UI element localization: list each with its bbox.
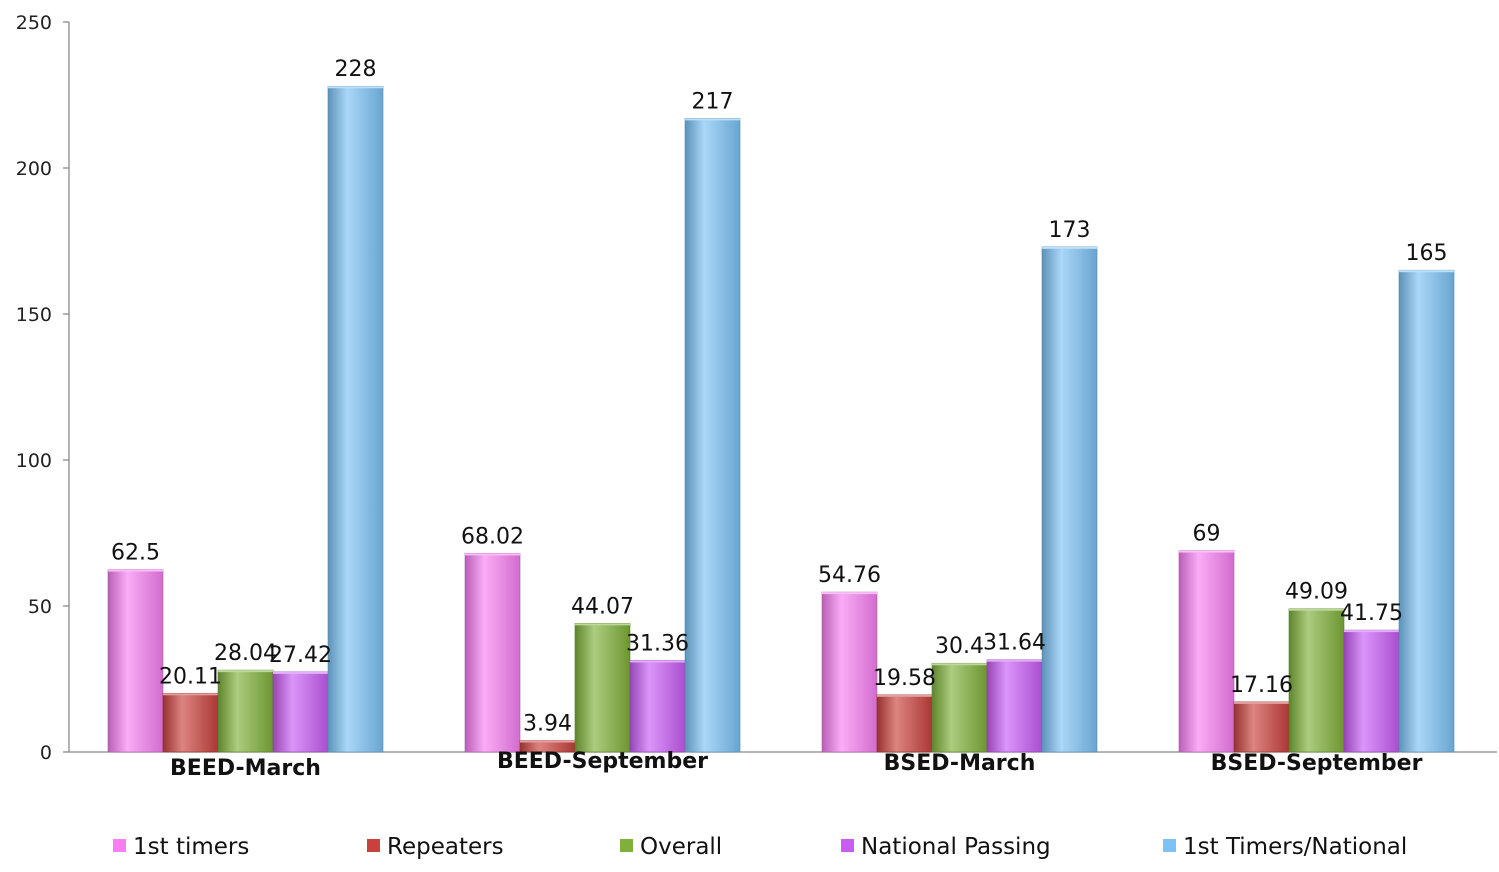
bar-cap (575, 623, 630, 626)
bar-repeaters-bsed-march (876, 694, 933, 753)
bar-1st-timers-beed-march (107, 569, 164, 753)
data-label: 19.58 (873, 666, 936, 691)
bar-cap (273, 671, 328, 674)
x-category-label: BEED-March (170, 756, 321, 781)
legend-label: 1st timers (133, 834, 249, 860)
y-tick-label: 100 (16, 450, 52, 472)
bar-cap (987, 659, 1042, 662)
bar-overall-bsed-september (1288, 608, 1345, 753)
bar-cap (1234, 701, 1289, 704)
bar-1st-timers-bsed-march (821, 591, 878, 753)
bar-cap (1399, 270, 1454, 273)
bar-cap (685, 118, 740, 121)
x-category-label: BSED-March (884, 751, 1036, 776)
bar-1st-timers-bsed-september (1178, 550, 1235, 753)
bar-cap (108, 569, 163, 572)
legend-swatch (1163, 839, 1176, 852)
data-label: 28.04 (214, 641, 277, 666)
bar-repeaters-bsed-september (1233, 701, 1290, 753)
y-tick-label: 250 (16, 12, 52, 34)
bar-cap (932, 663, 987, 666)
data-label: 27.42 (269, 643, 332, 668)
legend-swatch (113, 839, 126, 852)
data-label: 44.07 (571, 594, 634, 619)
bar-1st-timers-national-bsed-september (1398, 269, 1455, 753)
bar-repeaters-beed-march (162, 692, 219, 753)
data-label: 31.36 (626, 631, 689, 656)
data-label: 228 (335, 57, 377, 82)
bar-1st-timers-national-beed-march (327, 85, 384, 753)
legend-label: 1st Timers/National (1183, 834, 1407, 860)
data-label: 17.16 (1230, 673, 1293, 698)
bar-cap (520, 740, 575, 743)
y-tick-label: 200 (16, 158, 52, 180)
x-category-label: BSED-September (1211, 751, 1423, 776)
bar-cap (1179, 550, 1234, 553)
legend-label: Repeaters (387, 834, 504, 860)
legend-swatch (367, 839, 380, 852)
data-label: 49.09 (1285, 580, 1348, 605)
data-label: 3.94 (523, 711, 572, 736)
data-label: 69 (1193, 522, 1221, 547)
data-label: 41.75 (1340, 601, 1403, 626)
bar-national-passing-beed-september (629, 660, 686, 753)
data-label: 165 (1406, 241, 1448, 266)
data-label: 68.02 (461, 524, 524, 549)
data-label: 173 (1049, 218, 1091, 243)
bar-1st-timers-national-bsed-march (1041, 246, 1098, 753)
data-label: 30.4 (935, 634, 984, 659)
legend-swatch (620, 839, 633, 852)
data-label: 20.11 (159, 664, 222, 689)
bar-cap (1344, 630, 1399, 633)
y-tick-label: 150 (16, 304, 52, 326)
bar-cap (1042, 246, 1097, 249)
bar-overall-beed-march (217, 669, 274, 753)
x-category-label: BEED-September (497, 749, 708, 774)
bar-1st-timers-beed-september (464, 553, 521, 753)
bar-cap (163, 693, 218, 696)
data-label: 62.5 (111, 541, 160, 566)
bar-cap (877, 694, 932, 697)
data-label: 217 (692, 89, 734, 114)
legend-swatch (841, 839, 854, 852)
bar-national-passing-bsed-september (1343, 629, 1400, 753)
bar-national-passing-beed-march (272, 671, 329, 753)
bar-cap (630, 660, 685, 663)
bar-cap (822, 592, 877, 595)
legend-label: Overall (640, 834, 722, 860)
bar-cap (328, 86, 383, 89)
bar-cap (218, 670, 273, 673)
y-tick-label: 50 (28, 596, 52, 618)
data-label: 31.64 (983, 631, 1046, 656)
data-label: 54.76 (818, 563, 881, 588)
y-tick-label: 0 (40, 742, 52, 764)
legend-label: National Passing (861, 834, 1051, 860)
bar-1st-timers-national-beed-september (684, 118, 741, 753)
bar-national-passing-bsed-march (986, 659, 1043, 753)
bar-overall-bsed-march (931, 662, 988, 753)
bar-overall-beed-september (574, 623, 631, 753)
bar-cap (465, 553, 520, 556)
bar-cap (1289, 608, 1344, 611)
